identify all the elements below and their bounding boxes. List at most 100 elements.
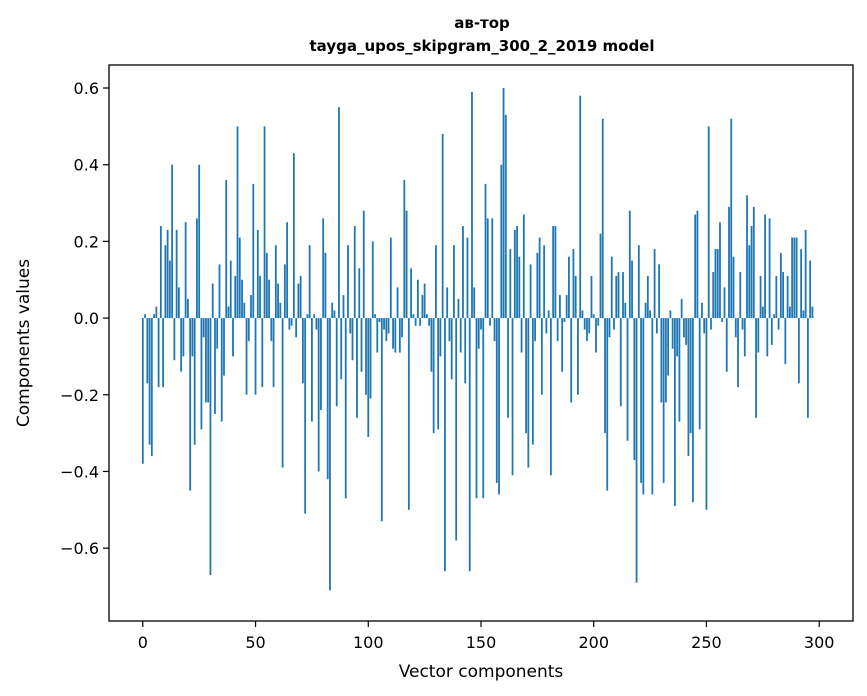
bar-component-48	[250, 295, 252, 319]
bar-component-178	[543, 245, 546, 319]
bar-component-122	[416, 279, 419, 319]
bar-component-146	[471, 91, 473, 319]
bar-component-268	[746, 195, 748, 319]
bar-component-86	[335, 318, 338, 407]
bar-component-155	[491, 218, 494, 319]
bar-component-40	[232, 318, 234, 357]
bar-component-223	[644, 302, 647, 319]
bar-component-8	[159, 226, 162, 319]
bar-component-137	[450, 318, 453, 380]
bar-component-157	[495, 318, 498, 483]
bar-component-11	[166, 229, 169, 319]
bar-component-135	[446, 287, 449, 319]
bar-component-106	[380, 318, 383, 522]
bar-component-284	[782, 272, 785, 319]
bar-component-23	[193, 318, 196, 445]
bar-component-138	[453, 245, 455, 319]
bar-component-255	[716, 249, 719, 319]
bar-component-275	[761, 306, 764, 319]
bar-component-215	[626, 318, 629, 441]
bar-component-33	[216, 318, 219, 349]
bar-component-34	[218, 264, 221, 319]
bar-component-209	[613, 318, 615, 330]
bar-component-71	[301, 318, 304, 384]
bar-component-90	[344, 318, 347, 499]
bar-component-208	[610, 256, 613, 319]
bar-component-65	[288, 318, 291, 330]
bar-component-83	[329, 318, 331, 591]
bar-component-154	[489, 318, 491, 326]
bar-component-297	[811, 306, 814, 319]
bar-component-110	[389, 237, 392, 319]
bar-component-192	[574, 275, 577, 319]
bar-component-77	[315, 318, 318, 330]
bar-component-236	[673, 318, 676, 506]
bar-component-66	[290, 318, 293, 326]
bar-component-204	[601, 118, 604, 319]
bar-component-244	[692, 318, 694, 503]
bar-component-62	[281, 318, 284, 468]
bar-component-162	[507, 318, 509, 418]
bar-component-0	[141, 318, 144, 464]
bar-component-166	[516, 226, 518, 319]
bar-component-116	[403, 180, 406, 319]
bar-component-250	[705, 318, 708, 510]
bar-component-140	[457, 298, 460, 319]
bar-component-79	[320, 318, 322, 411]
bar-component-195	[581, 310, 584, 319]
bar-component-136	[448, 318, 451, 342]
bar-component-42	[236, 126, 239, 319]
bar-component-153	[486, 218, 489, 319]
bar-component-142	[462, 226, 464, 319]
bar-component-206	[606, 318, 609, 491]
bar-component-27	[202, 318, 205, 338]
bar-component-222	[642, 318, 645, 495]
bar-component-131	[437, 318, 440, 430]
bar-component-19	[184, 222, 187, 319]
bar-component-262	[732, 256, 735, 319]
bar-component-9	[162, 318, 165, 388]
bar-component-176	[538, 237, 541, 319]
bar-component-96	[358, 268, 361, 319]
bar-component-171	[527, 318, 530, 468]
bar-component-164	[511, 318, 514, 476]
bar-component-121	[414, 318, 417, 326]
bar-component-151	[482, 318, 485, 499]
bar-component-37	[225, 180, 228, 319]
bar-component-270	[750, 226, 753, 319]
x-tick-label: 300	[804, 633, 835, 652]
bar-component-21	[189, 318, 192, 491]
chart-subtitle: tayga_upos_skipgram_300_2_2019 model	[310, 37, 655, 55]
bar-component-203	[599, 233, 602, 319]
bar-component-3	[148, 318, 151, 445]
bar-component-145	[468, 318, 471, 572]
bar-component-109	[387, 318, 390, 334]
bar-component-234	[669, 310, 672, 319]
bar-component-228	[655, 318, 658, 334]
bar-component-259	[725, 318, 728, 372]
bar-component-6	[155, 306, 158, 319]
bar-component-221	[640, 318, 642, 483]
bar-component-198	[588, 318, 591, 334]
bar-component-168	[520, 318, 523, 353]
bar-component-105	[378, 318, 381, 322]
bar-component-102	[371, 241, 374, 319]
bar-component-61	[279, 302, 282, 319]
bar-component-172	[529, 264, 532, 319]
bar-component-88	[340, 318, 343, 380]
bar-component-72	[304, 318, 307, 514]
bar-component-196	[583, 318, 586, 330]
chart-title: ав-тор	[454, 14, 510, 32]
bar-component-18	[182, 318, 185, 357]
x-tick-label: 0	[138, 633, 148, 652]
bar-component-187	[563, 318, 566, 322]
bar-component-30	[209, 318, 212, 575]
y-tick-label: −0.4	[60, 462, 99, 481]
bar-component-185	[559, 295, 561, 319]
bar-component-93	[351, 318, 354, 361]
x-tick-label: 250	[691, 633, 722, 652]
bar-component-119	[410, 268, 413, 319]
bar-component-276	[764, 214, 766, 319]
bar-component-181	[549, 318, 552, 476]
